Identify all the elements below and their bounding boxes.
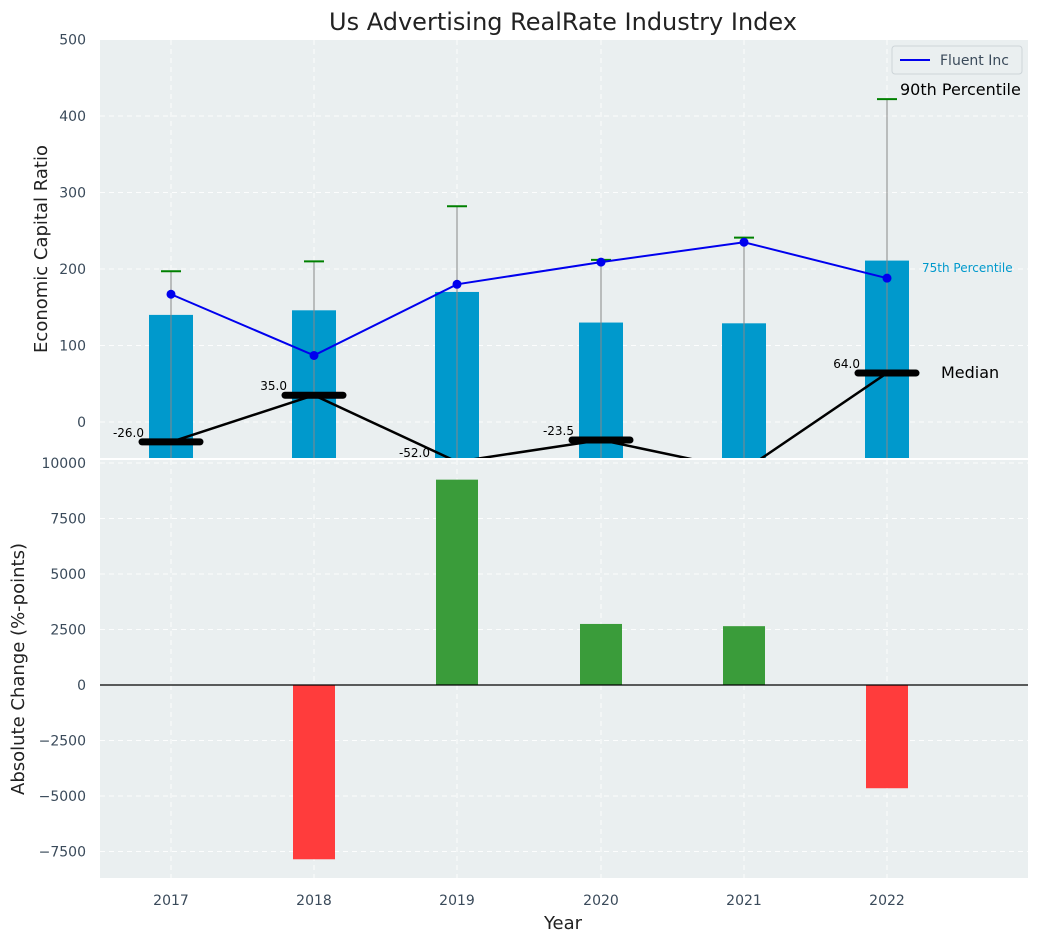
- fluent-point: [596, 257, 606, 267]
- median-value-label: 35.0: [260, 379, 287, 393]
- fluent-point: [166, 289, 176, 299]
- top-labels: -26.0 35.0 -52.0 -23.5 64.0: [113, 357, 860, 460]
- top-y-tick-label: 200: [59, 262, 86, 278]
- bottom-y-tick-label: 5000: [50, 567, 86, 583]
- x-tick-label: 2021: [726, 893, 762, 909]
- x-tick-label: 2022: [869, 893, 905, 909]
- fluent-point: [882, 273, 892, 283]
- fluent-point: [309, 350, 319, 360]
- x-tick-label: 2017: [153, 893, 189, 909]
- top-y-ticks: 0 100 200 300 400 500: [59, 33, 86, 432]
- top-series: [166, 237, 892, 360]
- top-y-axis-label: Economic Capital Ratio: [31, 145, 52, 353]
- bottom-y-tick-label: −7500: [39, 845, 86, 861]
- bottom-y-tick-label: 10000: [41, 456, 86, 472]
- legend: Fluent Inc: [891, 45, 1023, 75]
- bottom-y-axis-label: Absolute Change (%-points): [8, 543, 29, 795]
- bottom-y-tick-label: 7500: [50, 512, 86, 528]
- change-bar: [723, 626, 765, 685]
- top-y-tick-label: 0: [77, 415, 86, 431]
- x-axis-label: Year: [543, 913, 583, 934]
- median-value-label: -23.5: [543, 424, 574, 438]
- bottom-y-tick-label: −5000: [39, 789, 86, 805]
- legend-box: [891, 45, 1023, 75]
- top-y-tick-label: 500: [59, 33, 86, 49]
- change-bar: [293, 685, 335, 860]
- top-median: [138, 369, 920, 458]
- x-tick-label: 2019: [439, 893, 475, 909]
- top-y-tick-label: 100: [59, 339, 86, 355]
- x-tick-label: 2020: [583, 893, 619, 909]
- bottom-y-tick-label: −2500: [39, 734, 86, 750]
- legend-entry-fluent: Fluent Inc: [940, 53, 1009, 69]
- top-y-tick-label: 300: [59, 186, 86, 202]
- change-bar: [866, 685, 908, 789]
- x-ticks: 2017 2018 2019 2020 2021 2022: [153, 893, 905, 909]
- bottom-bars: [293, 479, 908, 860]
- p75-annotation: 75th Percentile: [922, 261, 1013, 275]
- median-value-label: -52.0: [399, 446, 430, 460]
- fluent-line: [170, 241, 888, 357]
- median-value-label: -26.0: [113, 426, 144, 440]
- fluent-point: [452, 279, 462, 289]
- change-bar: [436, 479, 478, 685]
- median-annotation: Median: [941, 363, 999, 382]
- change-bar: [580, 623, 622, 685]
- p90-annotation: 90th Percentile: [900, 80, 1021, 99]
- bottom-y-ticks: −7500 −5000 −2500 0 2500 5000 7500 10000: [39, 456, 86, 861]
- chart-title: Us Advertising RealRate Industry Index: [329, 8, 797, 36]
- median-line: [170, 372, 888, 458]
- fluent-point: [739, 237, 749, 247]
- bottom-y-tick-label: 0: [77, 678, 86, 694]
- bottom-y-tick-label: 2500: [50, 623, 86, 639]
- top-panel: 0 100 200 300 400 500 -26.0 35.0 -52.0 -23.5 64.0…: [31, 8, 1028, 460]
- bottom-plot-background: [100, 460, 1028, 878]
- x-tick-label: 2018: [296, 893, 332, 909]
- top-y-tick-label: 400: [59, 109, 86, 125]
- median-value-label: 64.0: [833, 357, 860, 371]
